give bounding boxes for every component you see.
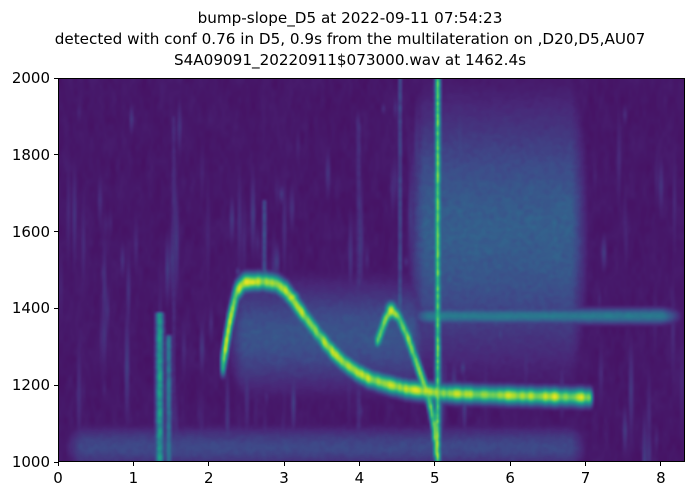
spectrogram-plot-area (58, 78, 685, 462)
x-tick-label: 4 (354, 469, 365, 487)
title-line-1: bump-slope_D5 at 2022-09-11 07:54:23 (197, 9, 503, 27)
x-tick-mark (585, 462, 587, 466)
y-tick-label: 1600 (11, 222, 50, 241)
title-line-3: S4A09091_20220911$073000.wav at 1462.4s (173, 51, 527, 69)
x-tick-label: 3 (279, 469, 289, 487)
y-tick-label: 1400 (11, 299, 50, 318)
y-tick-mark (54, 384, 58, 386)
x-tick-mark (132, 462, 134, 466)
x-tick-label: 5 (430, 469, 440, 487)
y-tick-label: 1200 (11, 376, 50, 395)
y-tick-mark (54, 154, 58, 156)
x-tick-label: 7 (580, 469, 591, 487)
x-tick-mark (208, 462, 210, 466)
y-tick-label: 2000 (11, 69, 50, 87)
spectrogram-image (59, 79, 684, 461)
x-tick-mark (57, 462, 59, 466)
x-tick-mark (283, 462, 285, 466)
x-tick-label: 0 (53, 469, 63, 487)
x-tick-label: 2 (203, 469, 214, 487)
y-tick-mark (54, 231, 58, 233)
title-line-2: detected with conf 0.76 in D5, 0.9s from… (54, 30, 646, 48)
x-tick-mark (358, 462, 361, 466)
x-tick-label: 8 (656, 469, 666, 487)
x-tick-mark (434, 462, 436, 466)
x-tick-mark (660, 462, 662, 466)
y-tick-label: 1000 (11, 453, 50, 471)
y-tick-mark (54, 77, 58, 79)
y-tick-mark (54, 461, 58, 463)
x-tick-label: 1 (128, 469, 139, 487)
figure-title: bump-slope_D5 at 2022-09-11 07:54:23 det… (0, 8, 700, 71)
y-tick-mark (54, 307, 58, 309)
y-tick-label: 1800 (11, 145, 50, 164)
x-tick-mark (509, 462, 511, 466)
x-tick-label: 6 (505, 469, 515, 487)
